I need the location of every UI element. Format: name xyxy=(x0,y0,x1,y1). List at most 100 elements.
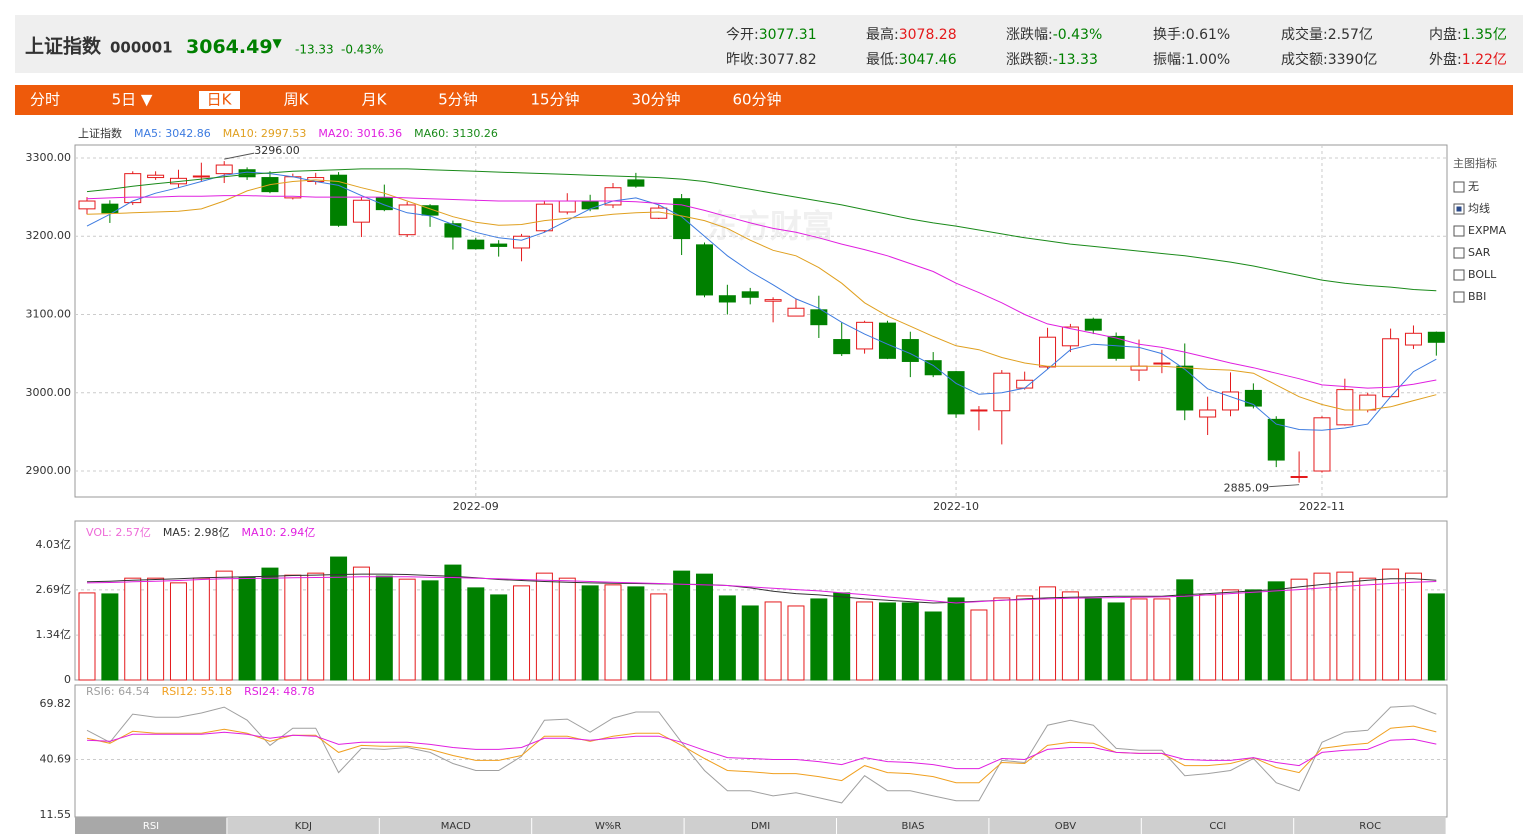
candle-body xyxy=(581,200,599,210)
y-tick-label: 4.03亿 xyxy=(36,538,72,551)
stat: 成交量:2.57亿 xyxy=(1281,26,1373,43)
indicator-option[interactable]: 无 xyxy=(1468,180,1479,193)
volume-bar xyxy=(215,570,233,681)
period-tab[interactable]: 15分钟 xyxy=(530,91,579,109)
checkbox[interactable] xyxy=(1453,181,1465,193)
ma-line xyxy=(86,195,1437,389)
legend-entry: MA5: 3042.86 xyxy=(134,127,211,140)
stat-label: 昨收: xyxy=(726,52,759,68)
indicator-tab[interactable]: ROC xyxy=(1359,821,1381,832)
candle-body xyxy=(490,243,508,247)
indicator-tab[interactable]: OBV xyxy=(1055,821,1076,832)
volume-bar xyxy=(764,601,782,681)
legend-entry: MA10: 2997.53 xyxy=(223,127,307,140)
indicator-tab[interactable]: KDJ xyxy=(295,821,312,832)
checkbox[interactable] xyxy=(1453,291,1465,303)
stat-label: 最高: xyxy=(866,26,899,43)
indicator-tab[interactable]: W%R xyxy=(595,821,621,832)
checkbox[interactable] xyxy=(1453,269,1465,281)
volume-bar xyxy=(147,577,165,681)
y-tick-label: 3300.00 xyxy=(26,151,72,164)
candle-body xyxy=(558,200,576,213)
candle-body xyxy=(147,174,165,179)
indicator-option[interactable]: BBI xyxy=(1468,290,1486,303)
period-tab[interactable]: 30分钟 xyxy=(631,91,680,109)
candle-body xyxy=(1039,336,1057,368)
rsi-line xyxy=(86,725,1437,784)
legend-entry: RSI6: 64.54 xyxy=(86,685,150,698)
candle-body xyxy=(970,409,988,412)
indicator-tab-bg[interactable] xyxy=(1294,817,1446,834)
indicator-option[interactable]: 均线 xyxy=(1468,201,1490,215)
period-tab[interactable]: 周K xyxy=(284,91,310,109)
indicator-tab[interactable]: DMI xyxy=(751,821,770,832)
period-tab[interactable]: 月K xyxy=(362,91,388,109)
legend-entry: RSI24: 48.78 xyxy=(244,685,315,698)
candle-body xyxy=(352,199,370,223)
indicator-tab-bg[interactable] xyxy=(532,817,684,834)
min-arrow xyxy=(1269,484,1300,488)
y-tick-label: 2.69亿 xyxy=(36,583,72,596)
stat-value: 3077.31 xyxy=(759,27,817,43)
checkbox[interactable] xyxy=(1453,225,1465,237)
y-tick-label: 3100.00 xyxy=(26,308,72,321)
volume-bar xyxy=(1039,586,1057,681)
stat-label: 换手: xyxy=(1153,26,1186,43)
volume-bar xyxy=(398,578,416,681)
x-tick-label: 2022-10 xyxy=(933,500,979,513)
period-tab[interactable]: 5分钟 xyxy=(438,91,478,109)
volume-bar xyxy=(1176,579,1194,681)
volume-bar xyxy=(810,598,828,681)
indicator-tab[interactable]: RSI xyxy=(143,821,159,832)
candle-body xyxy=(1267,418,1285,461)
indicator-tab-bg[interactable] xyxy=(227,817,379,834)
volume-bar xyxy=(375,575,393,681)
rsi-frame xyxy=(74,684,1448,818)
indicator-option[interactable]: EXPMA xyxy=(1468,224,1507,237)
indicator-tab-bg[interactable] xyxy=(75,817,227,834)
volume-bar xyxy=(1336,571,1354,681)
change: -13.33 xyxy=(295,43,334,57)
volume-bar xyxy=(1016,595,1034,681)
volume-bar xyxy=(878,602,896,681)
indicator-tab-bg[interactable] xyxy=(684,817,836,834)
candle-body xyxy=(375,197,393,211)
indicator-tab[interactable]: BIAS xyxy=(902,821,925,832)
indicator-tab-bg[interactable] xyxy=(989,817,1141,834)
volume-bar xyxy=(124,577,142,681)
period-tab[interactable]: 5日 ▼ xyxy=(112,91,153,109)
volume-bar xyxy=(1222,589,1239,681)
volume-bar xyxy=(169,582,187,681)
volume-bar xyxy=(330,556,348,681)
indicator-tab-bg[interactable] xyxy=(837,817,989,834)
candle-body xyxy=(330,174,348,226)
volume-ma-line xyxy=(86,576,1437,604)
max-arrow xyxy=(224,152,255,160)
period-tab[interactable]: 分时 xyxy=(30,91,60,109)
stat: 内盘:1.35亿 xyxy=(1429,26,1507,43)
indicator-tab-bg[interactable] xyxy=(1141,817,1294,834)
candle-body xyxy=(1404,332,1422,346)
stat: 振幅:1.00% xyxy=(1153,52,1230,68)
period-tab[interactable]: 60分钟 xyxy=(732,91,781,109)
candle-body xyxy=(1084,318,1102,331)
volume-bar xyxy=(284,574,302,681)
indicator-tab[interactable]: MACD xyxy=(441,821,471,832)
indicator-option[interactable]: BOLL xyxy=(1468,268,1497,281)
indicator-tab-bg[interactable] xyxy=(379,817,532,834)
candle-body xyxy=(1153,362,1171,365)
volume-bar xyxy=(833,592,851,681)
legend-entry: MA5: 2.98亿 xyxy=(163,526,230,539)
max-label: 3296.00 xyxy=(254,144,300,157)
stat-value: 3078.28 xyxy=(899,27,957,43)
stat-label: 成交量: xyxy=(1281,26,1328,43)
candle-body xyxy=(993,372,1011,412)
candle-body xyxy=(856,321,874,350)
checkbox[interactable] xyxy=(1453,247,1465,259)
period-tab[interactable]: 日K xyxy=(207,91,233,109)
candle-body xyxy=(695,244,713,296)
tab-active-bg[interactable] xyxy=(199,91,240,109)
indicator-option[interactable]: SAR xyxy=(1468,246,1491,259)
indicator-tab[interactable]: CCI xyxy=(1209,821,1226,832)
